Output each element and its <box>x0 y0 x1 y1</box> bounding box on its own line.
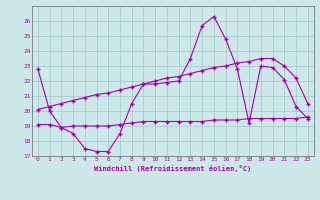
X-axis label: Windchill (Refroidissement éolien,°C): Windchill (Refroidissement éolien,°C) <box>94 165 252 172</box>
